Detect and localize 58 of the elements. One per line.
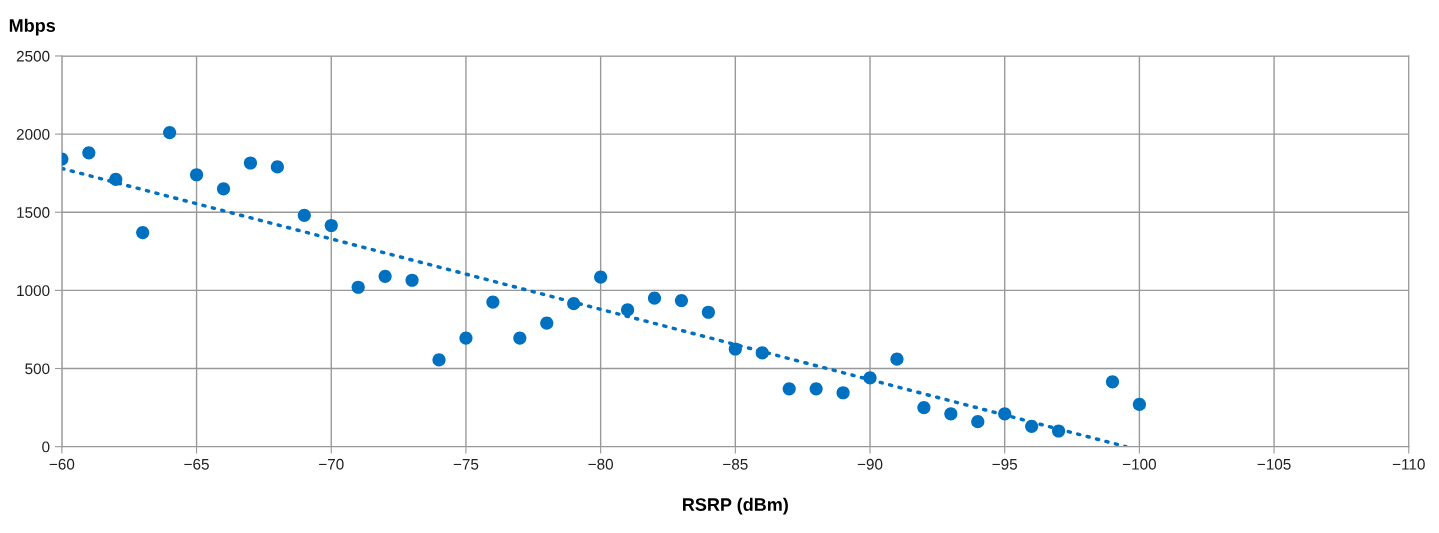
point	[486, 295, 500, 309]
point	[136, 225, 150, 240]
point	[324, 218, 338, 233]
point	[459, 331, 473, 345]
y-tick-label: 1000	[17, 285, 50, 297]
point	[1132, 397, 1146, 412]
point	[243, 156, 258, 170]
point	[782, 382, 796, 396]
point	[432, 353, 446, 367]
x-tick-label: −75	[453, 459, 479, 470]
point	[378, 269, 392, 283]
point	[971, 415, 985, 429]
point	[1105, 375, 1120, 389]
point	[863, 371, 877, 385]
point	[270, 160, 284, 174]
x-tick-label: −90	[857, 458, 883, 470]
point	[513, 331, 527, 345]
x-tick-label: −110	[1392, 458, 1425, 470]
point	[351, 280, 365, 294]
point	[1052, 424, 1066, 438]
point	[674, 293, 689, 308]
y-tick-label: 2500	[16, 50, 50, 62]
x-tick-label: −95	[992, 458, 1018, 470]
point	[944, 407, 958, 421]
point	[809, 382, 823, 396]
y-tick-label: 500	[25, 363, 50, 375]
y-tick-label: 1500	[17, 207, 50, 218]
point	[755, 346, 769, 360]
y-tick-label: 2000	[16, 128, 50, 140]
point	[216, 182, 231, 196]
point	[836, 386, 850, 400]
y-axis-title: Mbps	[9, 18, 56, 36]
point	[890, 352, 904, 366]
x-tick-label: −85	[723, 458, 748, 470]
x-tick-label: −70	[319, 458, 344, 470]
point	[1025, 419, 1039, 433]
point	[540, 316, 554, 330]
x-tick-label: −100	[1122, 458, 1157, 470]
x-axis-title: RSRP (dBm)	[683, 497, 788, 515]
point	[82, 146, 96, 160]
point	[297, 208, 311, 222]
x-tick-label: −80	[588, 458, 613, 470]
point	[567, 297, 581, 311]
x-tick-label: −105	[1257, 458, 1291, 470]
point	[109, 172, 123, 187]
point	[405, 273, 419, 287]
point	[728, 342, 742, 356]
point	[620, 303, 635, 317]
x-tick-label: −60	[49, 458, 75, 470]
point	[647, 291, 662, 305]
point	[701, 305, 715, 319]
point	[917, 401, 931, 415]
point	[189, 168, 204, 182]
y-tick-label: 0	[42, 441, 50, 453]
point	[163, 125, 177, 140]
point	[594, 270, 608, 284]
point	[998, 407, 1012, 421]
x-tick-label: −65	[184, 458, 209, 470]
